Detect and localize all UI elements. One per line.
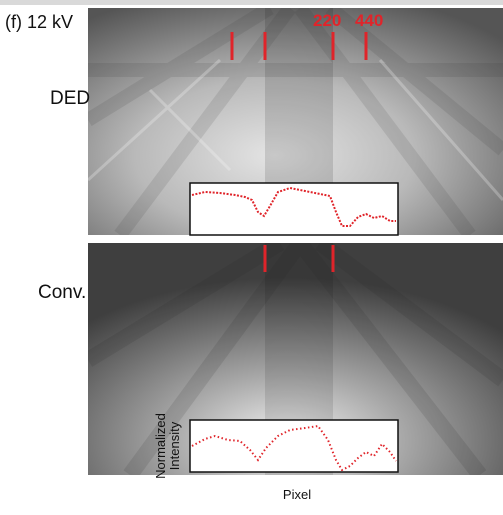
- panel-label: (f) 12 kV: [5, 12, 73, 32]
- inset-y-label: NormalizedIntensity: [153, 413, 182, 479]
- body: (f) 12 kV 220 440 DED Conv. NormalizedIn…: [0, 0, 503, 510]
- label-line: Normalized: [153, 413, 168, 479]
- separator: [88, 235, 503, 243]
- label-line: Intensity: [167, 421, 182, 470]
- image-label: DED: [50, 88, 90, 109]
- figure: (f) 12 kV 220 440 DED Conv. NormalizedIn…: [0, 0, 503, 510]
- band-label: 440: [355, 11, 383, 30]
- inset-x-label: Pixel: [283, 487, 311, 502]
- page: 12 kV pattern comparison {"panel_label":…: [0, 0, 503, 510]
- inset-conv: [190, 420, 398, 472]
- inset-ded: [190, 183, 398, 235]
- top-strip: [0, 0, 503, 5]
- band-label: 220: [313, 11, 341, 30]
- image-label: Conv.: [38, 282, 86, 303]
